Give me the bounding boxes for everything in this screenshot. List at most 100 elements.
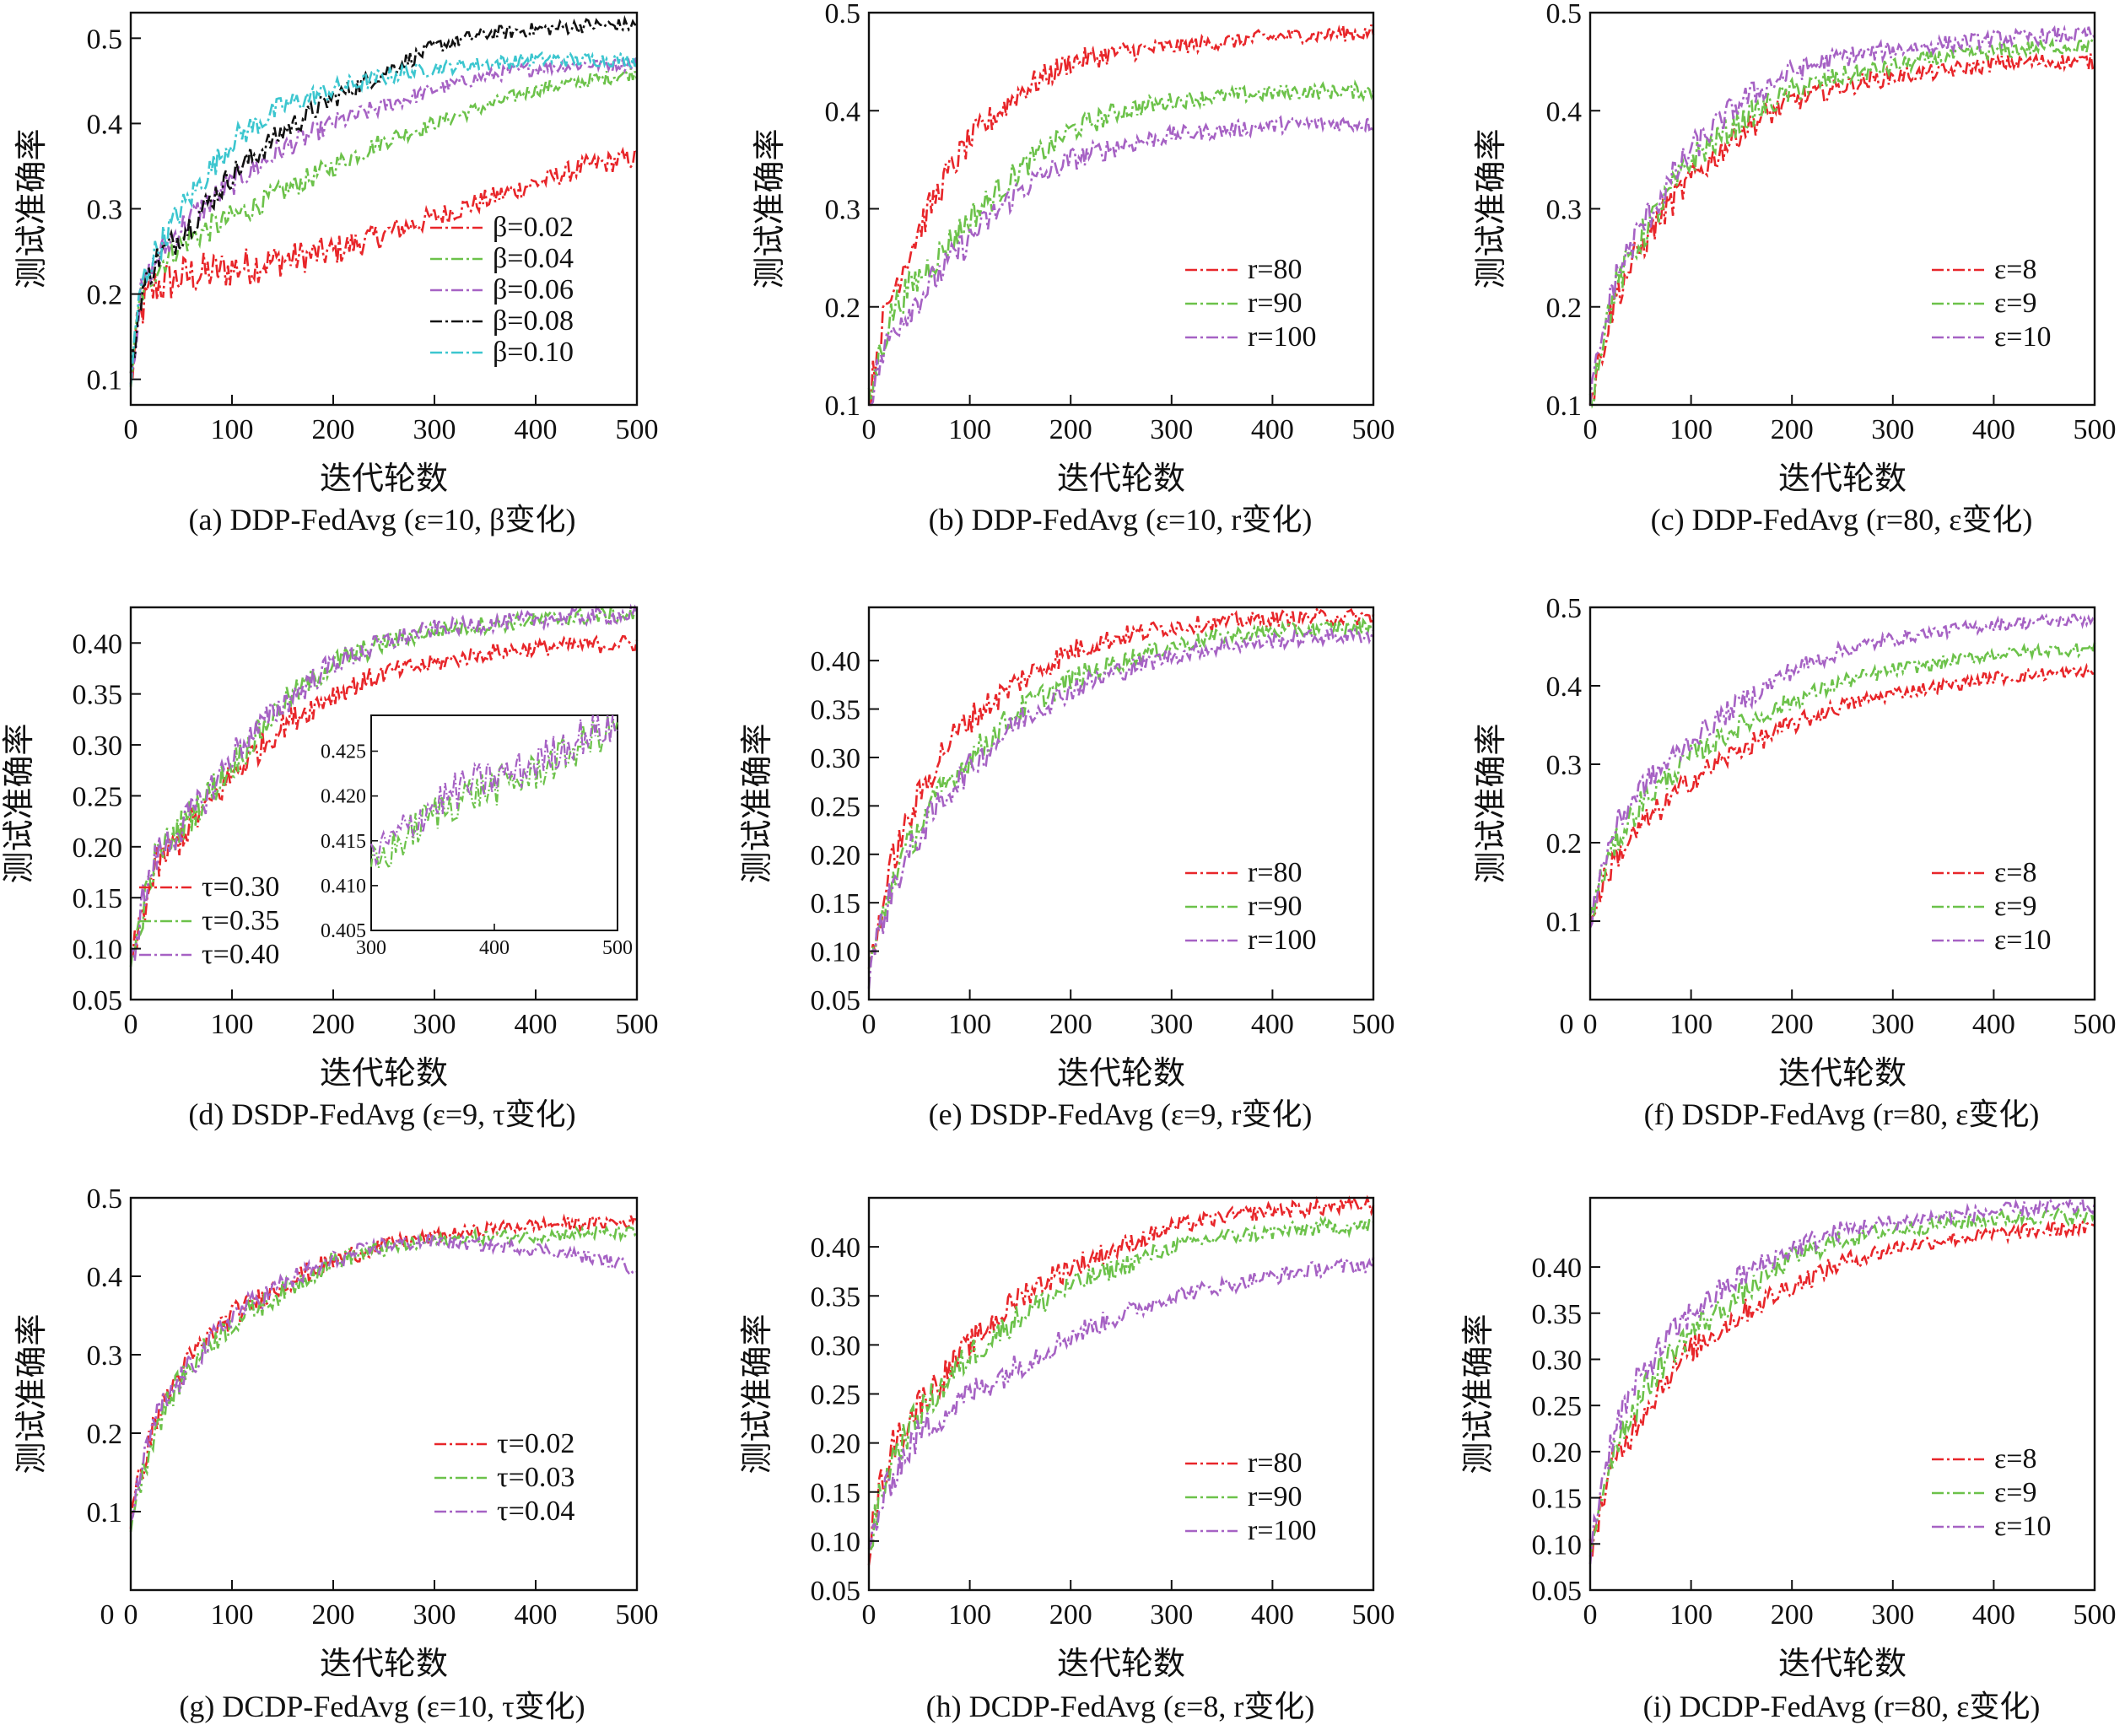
- series-line-1: [129, 146, 638, 380]
- y-tick-label: 0.3: [1546, 750, 1583, 781]
- inset-x-tick-label: 500: [602, 937, 633, 959]
- y-axis-label: 测试准确率: [1474, 723, 1509, 883]
- plot-frame: [1588, 1196, 2096, 1592]
- y-tick-label: 0.20: [1532, 1437, 1583, 1469]
- legend-label: r=100: [1248, 925, 1317, 956]
- legend-label: ε=8: [1994, 254, 2036, 285]
- series-line-2: [867, 79, 1375, 402]
- y-axis-label: 测试准确率: [2, 723, 37, 883]
- x-tick-label: 200: [312, 1009, 355, 1040]
- series-line-1: [869, 24, 1375, 407]
- inset-y-tick-label: 0.415: [321, 831, 366, 853]
- x-tick-label: 400: [515, 1599, 558, 1631]
- plot-frame: [129, 606, 639, 1001]
- y-tick-label: 0.05: [73, 985, 123, 1016]
- x-tick-label: 100: [211, 1009, 254, 1040]
- y-tick-label: 0.40: [73, 628, 123, 660]
- legend: r=80r=90r=100: [1185, 857, 1317, 956]
- chart-panel-5: 0 100 200 300 400 500 0.05 0.10 0.15 0.20 0.25 0.30…: [740, 606, 1395, 1131]
- x-axis-label: 迭代轮数: [1057, 1056, 1185, 1092]
- legend: ε=8ε=9ε=10: [1932, 1443, 2051, 1542]
- y-tick-label: 0.20: [73, 833, 123, 864]
- x-tick-label: 200: [1049, 1599, 1092, 1631]
- x-tick-label: 300: [413, 1009, 456, 1040]
- legend-label: r=100: [1248, 321, 1317, 353]
- panel-caption: (c) DDP-FedAvg (r=80, ε变化): [1651, 503, 2033, 536]
- series-line-3: [869, 115, 1374, 407]
- x-tick-label: 0: [1583, 414, 1598, 445]
- y-tick-label: 0.30: [811, 743, 861, 774]
- legend-label: r=100: [1248, 1515, 1317, 1546]
- inset-series-line-2: [369, 714, 618, 867]
- plot-frame: [129, 1196, 639, 1592]
- legend-label: r=90: [1248, 1481, 1303, 1512]
- x-tick-label: 200: [1771, 1599, 1814, 1631]
- x-tick-label: 100: [1669, 1009, 1712, 1040]
- panel-caption: (f) DSDP-FedAvg (r=80, ε变化): [1644, 1097, 2040, 1131]
- y-tick-label: 0.4: [825, 96, 861, 127]
- series-line-3: [1588, 1195, 2096, 1565]
- x-tick-label: 500: [1352, 1599, 1395, 1631]
- series-line-1: [129, 634, 639, 957]
- y-tick-label: 0.15: [811, 1478, 861, 1509]
- chart-panel-3: 0 100 200 300 400 500 0.1 0.2 0.3 0.4 0.5 迭代轮数 测试准确率…: [1474, 0, 2117, 536]
- y-tick-label: 0.1: [87, 365, 123, 396]
- legend-label: β=0.02: [493, 212, 574, 243]
- y-tick-label: 0.15: [73, 883, 123, 914]
- y-tick-label: 0.20: [811, 840, 861, 871]
- y-tick-label: 0.1: [1546, 391, 1583, 422]
- y-tick-label: 0.20: [811, 1429, 861, 1460]
- y-tick-label: 0.05: [811, 1576, 861, 1607]
- y-tick-label: 0.3: [1546, 195, 1583, 226]
- y-tick-label: 0.25: [811, 791, 861, 822]
- x-tick-label: 200: [312, 1599, 355, 1631]
- x-tick-label: 300: [1150, 414, 1193, 445]
- series-line-5: [129, 50, 639, 385]
- x-tick-label: 100: [1669, 1599, 1712, 1631]
- series-line-2: [1588, 1206, 2096, 1557]
- y-tick-label: 0.35: [73, 680, 123, 711]
- inset-y-tick-label: 0.405: [321, 920, 366, 942]
- legend-label: τ=0.30: [202, 871, 279, 903]
- x-tick-label: 500: [1352, 1009, 1395, 1040]
- inset-x-tick-label: 300: [356, 937, 386, 959]
- legend-label: β=0.06: [493, 274, 574, 305]
- x-tick-label: 100: [948, 1009, 991, 1040]
- x-tick-label: 400: [1251, 414, 1294, 445]
- panel-caption: (h) DCDP-FedAvg (ε=8, r变化): [926, 1690, 1315, 1723]
- x-tick-label: 400: [1251, 1599, 1294, 1631]
- x-axis-label: 迭代轮数: [320, 1647, 448, 1682]
- y-tick-label: 0.2: [87, 1419, 123, 1450]
- x-tick-label: 0: [862, 1599, 876, 1631]
- x-tick-label: 500: [616, 414, 659, 445]
- y-tick-label: 0.4: [87, 109, 123, 140]
- x-tick-label: 500: [1352, 414, 1395, 445]
- y-tick-label: 0.2: [825, 293, 861, 324]
- series-line-2: [1588, 34, 2095, 409]
- legend-label: ε=10: [1994, 1511, 2051, 1542]
- series-line-2: [129, 67, 639, 387]
- legend-label: ε=10: [1994, 321, 2051, 353]
- y-tick-label: 0.15: [811, 888, 861, 919]
- panel-caption: (a) DDP-FedAvg (ε=10, β变化): [188, 503, 575, 536]
- y-axis-label: 测试准确率: [1461, 1313, 1497, 1474]
- series-line-1: [867, 1194, 1375, 1566]
- x-tick-label: 300: [1150, 1009, 1193, 1040]
- y-tick-label: 0.30: [811, 1330, 861, 1361]
- x-tick-label-extra: 0: [100, 1599, 115, 1631]
- inset-x-tick-label: 400: [479, 937, 510, 959]
- y-axis-label: 测试准确率: [14, 128, 50, 288]
- y-tick-label: 0.4: [1546, 671, 1583, 703]
- y-tick-label: 0.5: [825, 0, 861, 30]
- legend-label: τ=0.04: [497, 1496, 574, 1527]
- legend-label: r=80: [1248, 254, 1303, 285]
- y-tick-label: 0.2: [1546, 828, 1583, 860]
- legend-label: r=90: [1248, 891, 1303, 922]
- series-line-3: [129, 603, 639, 962]
- inset-y-tick-label: 0.420: [321, 786, 366, 808]
- x-tick-label: 300: [1871, 414, 1914, 445]
- x-tick-label: 100: [211, 1599, 254, 1631]
- chart-panel-1: 0 100 200 300 400 500 0.1 0.2 0.3 0.4 0.5 迭代轮数 测试准确率…: [14, 11, 659, 536]
- x-tick-label: 400: [515, 1009, 558, 1040]
- y-tick-label: 0.5: [1546, 593, 1583, 624]
